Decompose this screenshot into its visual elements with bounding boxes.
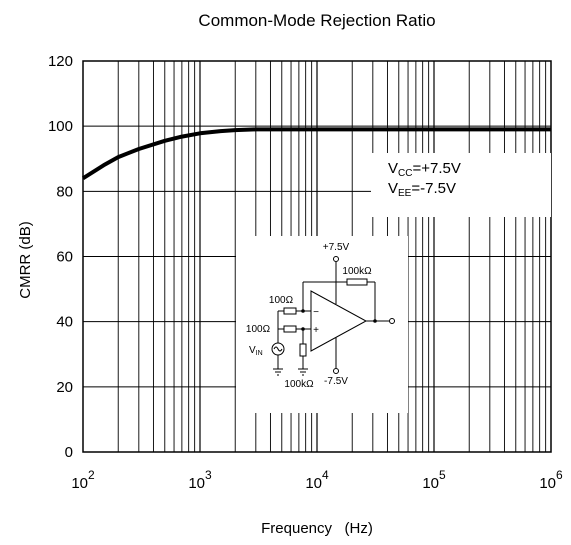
x-axis-label: Frequency (Hz) <box>261 520 373 537</box>
y-tick-label: 80 <box>56 183 73 200</box>
vcc-terminal <box>333 256 339 262</box>
opamp-symbol <box>310 290 368 352</box>
y-tick-label: 20 <box>56 379 73 396</box>
y-tick-label: 0 <box>65 444 73 461</box>
label-inverting-sign: − <box>313 307 319 318</box>
cmrr-curve <box>81 127 551 180</box>
x-tick-label: 103 <box>188 468 212 492</box>
chart-title: Common-Mode Rejection Ratio <box>198 11 435 30</box>
y-tick-label: 60 <box>56 249 73 266</box>
schematic-background <box>236 236 408 413</box>
x-tick-label: 105 <box>422 468 446 492</box>
label-input-resistor-bottom: 100Ω <box>246 324 271 335</box>
label-vee: -7.5V <box>324 376 348 387</box>
annotation-vcc: VCC=+7.5V <box>388 160 461 179</box>
junction-noninverting <box>301 327 305 331</box>
label-noninverting-sign: + <box>313 325 319 336</box>
supply-annotation: VCC=+7.5V VEE=-7.5V <box>371 153 551 217</box>
y-axis-label: CMRR (dB) <box>17 221 34 299</box>
label-input-resistor-top: 100Ω <box>269 295 294 306</box>
label-ground-resistor: 100kΩ <box>284 379 314 390</box>
junction-inverting <box>301 309 305 313</box>
x-tick-label: 106 <box>539 468 563 492</box>
label-vin: VIN <box>249 345 263 357</box>
y-tick-label: 100 <box>48 118 73 135</box>
x-tick-label: 104 <box>305 468 329 492</box>
x-tick-label: 102 <box>71 468 95 492</box>
plot-frame <box>82 60 552 453</box>
inset-schematic: +7.5V -7.5V 100kΩ 100Ω 100Ω 100kΩ − + VI… <box>236 236 408 413</box>
junction-output <box>373 319 377 323</box>
x-tick-labels: 102 103 104 105 106 <box>71 468 563 492</box>
label-vcc: +7.5V <box>323 242 350 253</box>
y-tick-label: 120 <box>48 53 73 70</box>
vee-terminal <box>333 368 339 374</box>
y-tick-label: 40 <box>56 314 73 331</box>
y-tick-labels: 0 20 40 60 80 100 120 <box>48 53 73 461</box>
source-wave <box>273 346 283 352</box>
label-feedback-resistor: 100kΩ <box>342 266 372 277</box>
curve-layer <box>81 127 551 180</box>
annotation-box <box>371 153 551 217</box>
annotation-vee: VEE=-7.5V <box>388 180 456 199</box>
output-terminal <box>389 318 395 324</box>
